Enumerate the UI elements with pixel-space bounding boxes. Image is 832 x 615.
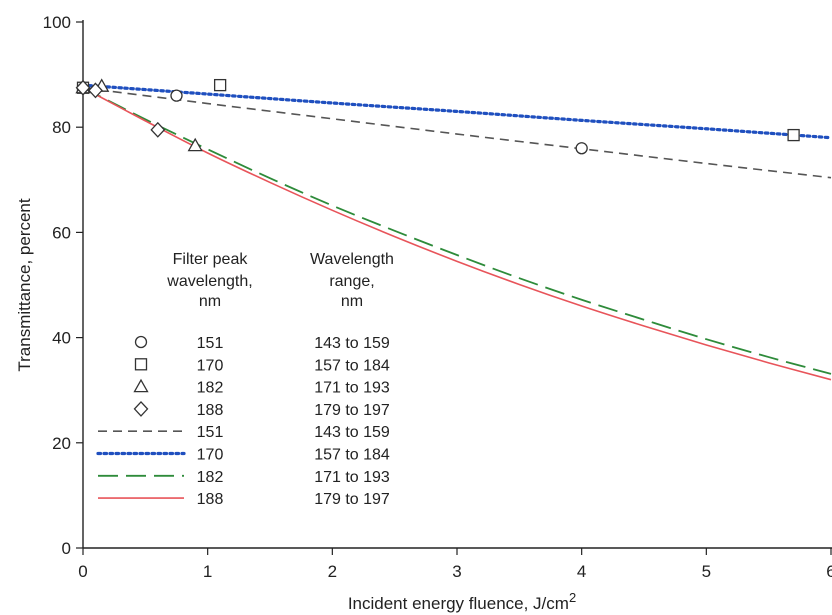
data-point-circle-151 <box>575 142 588 155</box>
fit-line-188 <box>82 87 832 381</box>
legend-entry-0: 151 143 to 159 <box>134 335 390 352</box>
legend-entry-1: 170 157 to 184 <box>134 357 390 374</box>
x-axis-label-superscript: 2 <box>569 590 576 605</box>
x-axis-label: Incident energy fluence, J/cm2 <box>348 590 576 613</box>
legend-range: 143 to 159 <box>314 335 390 352</box>
data-point-square-170 <box>213 78 227 92</box>
axes: 0 20 40 60 80 100 0 1 2 3 4 5 6 Incident energy fluen… <box>15 13 832 613</box>
legend-header-range: range, <box>329 273 374 290</box>
legend-wavelength: 188 <box>197 402 224 419</box>
fit-line-182 <box>82 86 832 375</box>
legend-entry-2: 182 171 to 193 <box>133 378 390 397</box>
legend-wavelength: 170 <box>197 357 224 374</box>
y-axis-label: Transmittance, percent <box>15 198 34 371</box>
legend-wavelength: 188 <box>197 491 224 508</box>
legend-marker-diamond <box>133 400 149 417</box>
series-lines <box>81 83 832 381</box>
legend-range: 143 to 159 <box>314 424 390 441</box>
data-point-diamond-188 <box>88 82 103 99</box>
legend-header-range: Wavelength <box>310 251 394 268</box>
y-tick-label: 80 <box>52 118 71 137</box>
legend-marker-triangle <box>133 378 149 393</box>
legend-range: 171 to 193 <box>314 380 390 397</box>
x-tick-label: 2 <box>328 562 337 581</box>
y-tick-label: 100 <box>43 13 71 32</box>
legend-header-filter: wavelength, <box>166 273 252 290</box>
legend-range: 157 to 184 <box>314 357 390 374</box>
legend-wavelength: 182 <box>197 380 224 397</box>
legend-range: 171 to 193 <box>314 469 390 486</box>
legend-header-range: nm <box>341 293 363 310</box>
data-point-square-170 <box>787 128 800 142</box>
legend-entry-7: 188 179 to 197 <box>98 491 390 508</box>
x-tick-label: 6 <box>826 562 832 581</box>
y-tick-label: 0 <box>62 539 71 558</box>
data-point-diamond-188 <box>75 79 91 96</box>
x-tick-label: 5 <box>702 562 711 581</box>
y-tick-label: 20 <box>52 434 71 453</box>
legend-marker-square <box>134 358 148 371</box>
legend-range: 179 to 197 <box>314 491 390 508</box>
legend-entry-6: 182 171 to 193 <box>98 469 390 486</box>
x-tick-label: 0 <box>78 562 87 581</box>
legend: Filter peak wavelength, nm Wavelength range,… <box>96 251 394 508</box>
x-tick-label: 3 <box>452 562 461 581</box>
legend-wavelength: 151 <box>197 335 224 352</box>
fit-line-170 <box>81 83 832 140</box>
legend-entry-4: 151 143 to 159 <box>98 424 390 441</box>
legend-range: 179 to 197 <box>314 402 390 419</box>
legend-header-filter: nm <box>199 293 221 310</box>
legend-wavelength: 170 <box>197 447 224 464</box>
x-tick-label: 4 <box>577 562 586 581</box>
legend-entry-5: 170 157 to 184 <box>96 447 390 464</box>
y-tick-label: 40 <box>52 329 71 348</box>
series-markers <box>75 78 800 155</box>
data-point-diamond-188 <box>150 121 166 138</box>
legend-wavelength: 182 <box>197 469 224 486</box>
legend-wavelength: 151 <box>197 424 224 441</box>
fit-line-151 <box>82 86 832 179</box>
x-axis-label-text: Incident energy fluence, J/cm <box>348 594 569 613</box>
y-tick-label: 60 <box>52 223 71 242</box>
legend-marker-circle <box>134 335 148 349</box>
x-tick-label: 1 <box>203 562 212 581</box>
data-point-circle-151 <box>170 89 183 102</box>
legend-range: 157 to 184 <box>314 447 390 464</box>
legend-header-filter: Filter peak <box>173 251 249 268</box>
legend-entry-3: 188 179 to 197 <box>133 400 390 419</box>
data-point-triangle-182 <box>187 137 203 152</box>
